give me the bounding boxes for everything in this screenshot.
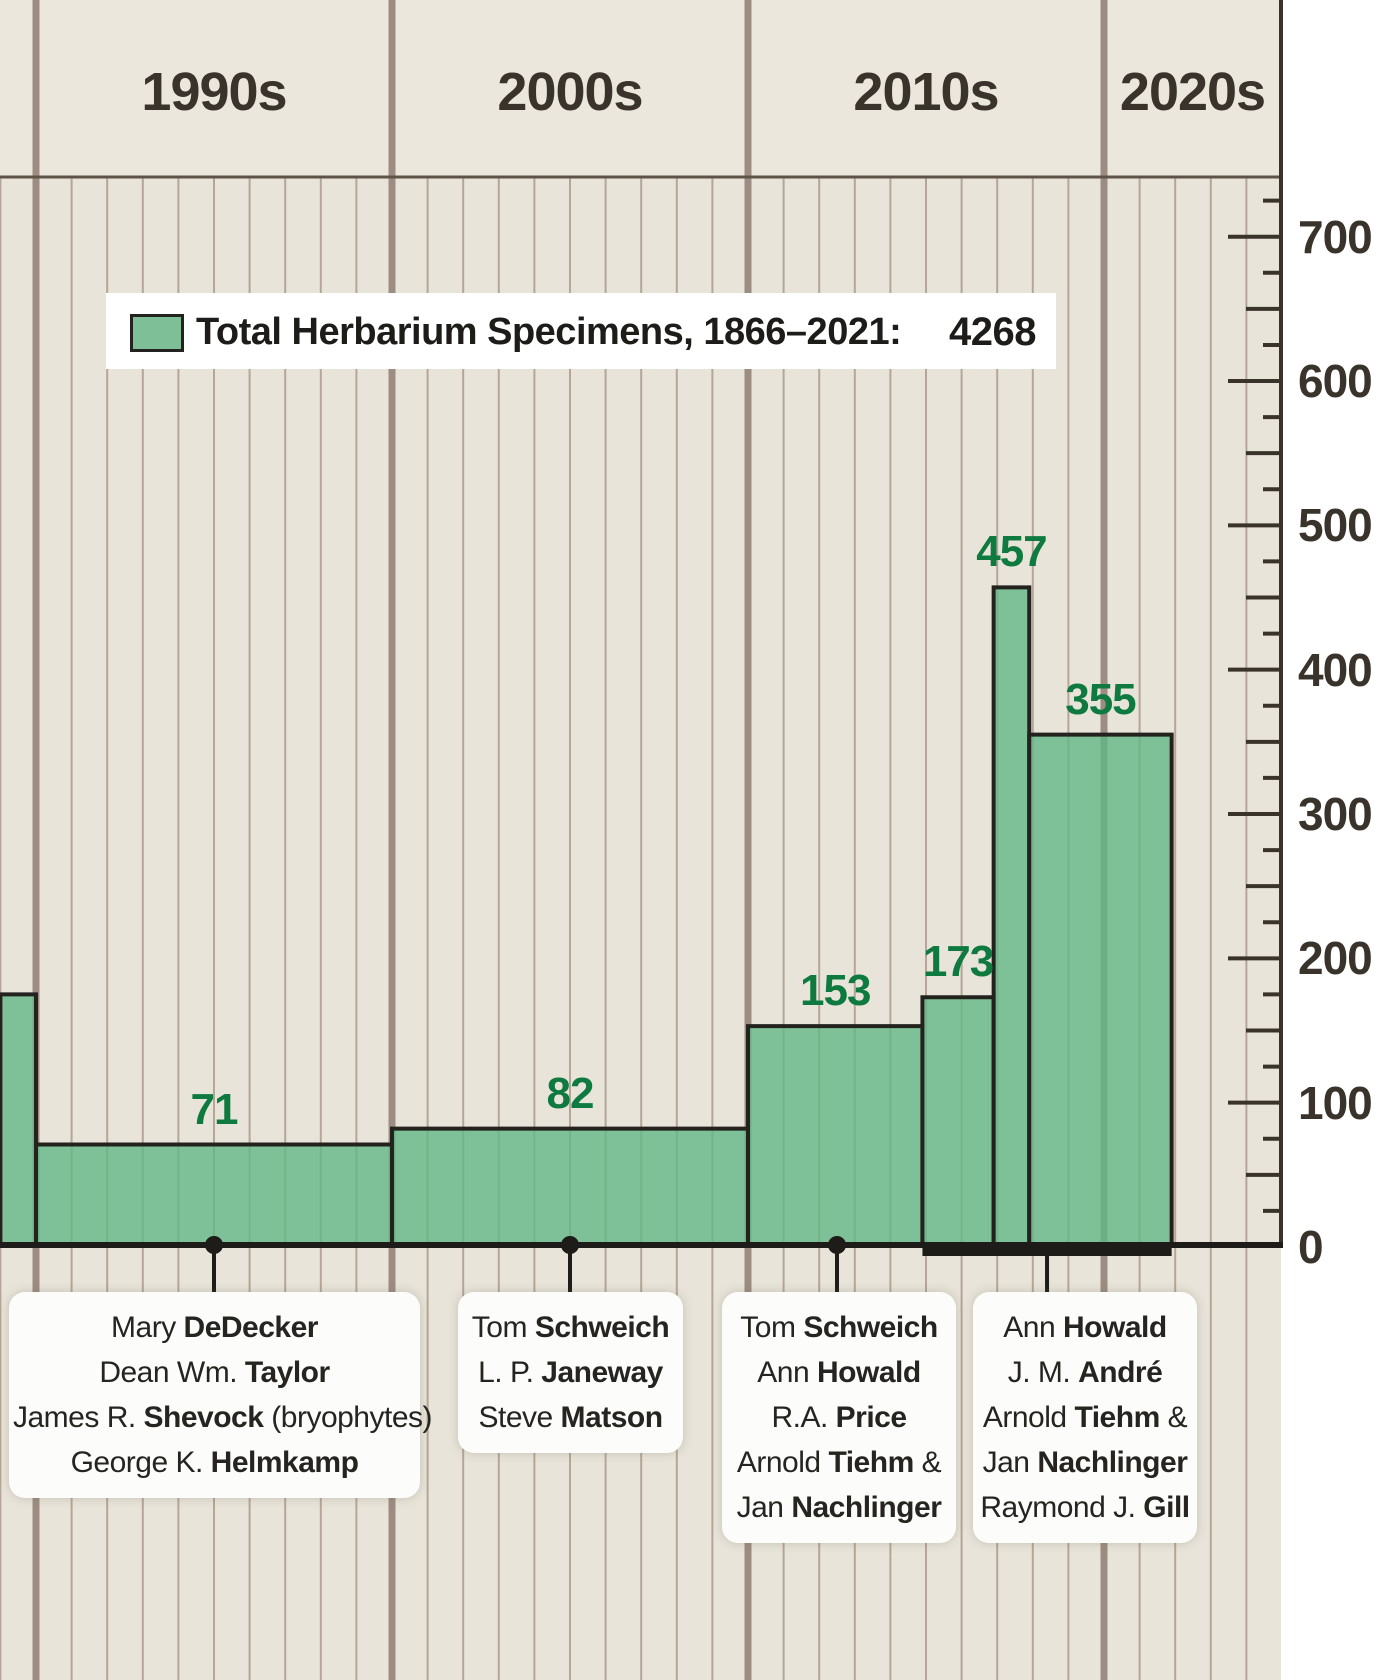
- period-range-bar: [922, 1243, 1172, 1256]
- specimen-bar: [34, 1142, 394, 1245]
- leader-dot: [828, 1236, 846, 1254]
- collector-name-line: Arnold Tiehm &: [736, 1446, 942, 1479]
- collector-name-line: Raymond J. Gill: [980, 1491, 1190, 1524]
- collector-name-line: Dean Wm. Taylor: [99, 1356, 330, 1389]
- collector-name-line: Mary DeDecker: [111, 1311, 318, 1344]
- decade-label: 1990s: [141, 62, 287, 122]
- chart-legend: Total Herbarium Specimens, 1866–2021: 42…: [106, 293, 1056, 369]
- decade-label: 2020s: [1119, 62, 1266, 122]
- specimen-bar: [746, 1024, 925, 1245]
- collector-name-line: J. M. André: [1007, 1356, 1163, 1389]
- collector-name-line: Ann Howald: [1003, 1311, 1167, 1344]
- y-axis-tick-label: 500: [1298, 499, 1373, 552]
- specimen-bar: [390, 1126, 750, 1245]
- decade-header-band: [0, 0, 1281, 177]
- decade-label: 2000s: [497, 62, 643, 122]
- bar-value-label: 153: [800, 966, 871, 1016]
- decade-label: 2010s: [853, 62, 999, 122]
- specimen-bar: [1027, 732, 1174, 1245]
- collector-names-box: Tom Schweich L. P. Janeway Steve Matson: [458, 1292, 683, 1453]
- collector-name-line: Steve Matson: [478, 1401, 663, 1434]
- collector-name-line: Arnold Tiehm &: [982, 1401, 1188, 1434]
- collector-name-line: Tom Schweich: [471, 1311, 670, 1344]
- y-axis-tick-label: 700: [1298, 210, 1373, 263]
- y-axis-tick-label: 600: [1298, 355, 1373, 408]
- collector-name-line: Jan Nachlinger: [736, 1491, 942, 1524]
- y-axis-tick-label: 300: [1298, 788, 1373, 840]
- leader-dot: [205, 1236, 223, 1254]
- collector-name-line: George K. Helmkamp: [70, 1446, 359, 1479]
- legend-total-count: 4268: [949, 310, 1036, 354]
- y-axis-tick-label: 100: [1298, 1076, 1373, 1129]
- bar-value-label: 457: [976, 527, 1047, 577]
- collector-names-box: Ann Howald J. M. André Arnold Tiehm & Jan N…: [973, 1292, 1197, 1543]
- collector-name-line: James R. Shevock (bryophytes): [13, 1401, 433, 1434]
- collector-name-line: R.A. Price: [771, 1401, 907, 1434]
- y-axis-tick-label: 400: [1298, 643, 1373, 696]
- collector-name-line: Tom Schweich: [740, 1311, 938, 1344]
- collector-name-line: Ann Howald: [757, 1356, 921, 1389]
- legend-swatch-icon: [130, 314, 184, 352]
- collector-names-box: Tom Schweich Ann Howald R.A. Price Arnold T…: [722, 1292, 956, 1543]
- collector-name-line: Jan Nachlinger: [982, 1446, 1188, 1479]
- bar-value-label: 82: [546, 1068, 595, 1118]
- bar-value-label: 71: [190, 1084, 239, 1134]
- specimen-bar: [0, 992, 38, 1245]
- y-axis-tick-label: 0: [1298, 1221, 1324, 1273]
- collector-name-line: L. P. Janeway: [478, 1356, 663, 1389]
- leader-dot: [561, 1236, 579, 1254]
- bar-value-label: 173: [922, 937, 994, 987]
- specimen-bar: [991, 585, 1032, 1245]
- specimen-bar: [920, 995, 996, 1245]
- collector-names-box: Mary DeDecker Dean Wm. Taylor James R. She…: [9, 1292, 433, 1498]
- legend-label: Total Herbarium Specimens, 1866–2021:: [196, 311, 902, 353]
- bar-value-label: 355: [1065, 674, 1136, 724]
- y-axis-tick-label: 200: [1298, 932, 1373, 985]
